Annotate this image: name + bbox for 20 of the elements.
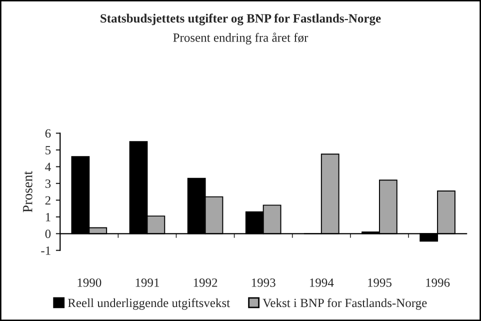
y-tick-label: 3 [45, 179, 51, 188]
y-tick-label: 0 [45, 230, 51, 238]
chart-title: Statsbudsjettets utgifter og BNP for Fastlands-Norge [100, 14, 381, 26]
y-tick-label: 6 [45, 129, 51, 138]
y-axis-title: Prosent [23, 171, 32, 212]
y-tick-label: 4 [45, 162, 51, 172]
x-tick-label: 1991 [136, 278, 159, 287]
y-tick-label: 5 [46, 146, 51, 154]
x-tick-label: 1995 [368, 278, 392, 287]
y-tick-label: 1 [46, 212, 50, 222]
x-tick-label: 1990 [78, 278, 102, 287]
x-tick-label: 1996 [426, 278, 450, 287]
chart-subtitle: Prosent endring fra året før [173, 32, 308, 44]
legend-label: Reell underliggende utgiftsvekst [68, 298, 230, 310]
x-tick-label: 1993 [252, 278, 276, 287]
legend-label: Vekst i BNP for Fastlands-Norge [262, 298, 427, 310]
y-tick-label: 2 [45, 196, 50, 205]
y-tick-label: -1 [41, 246, 50, 255]
x-tick-label: 1994 [310, 278, 334, 287]
x-tick-label: 1992 [194, 278, 218, 287]
